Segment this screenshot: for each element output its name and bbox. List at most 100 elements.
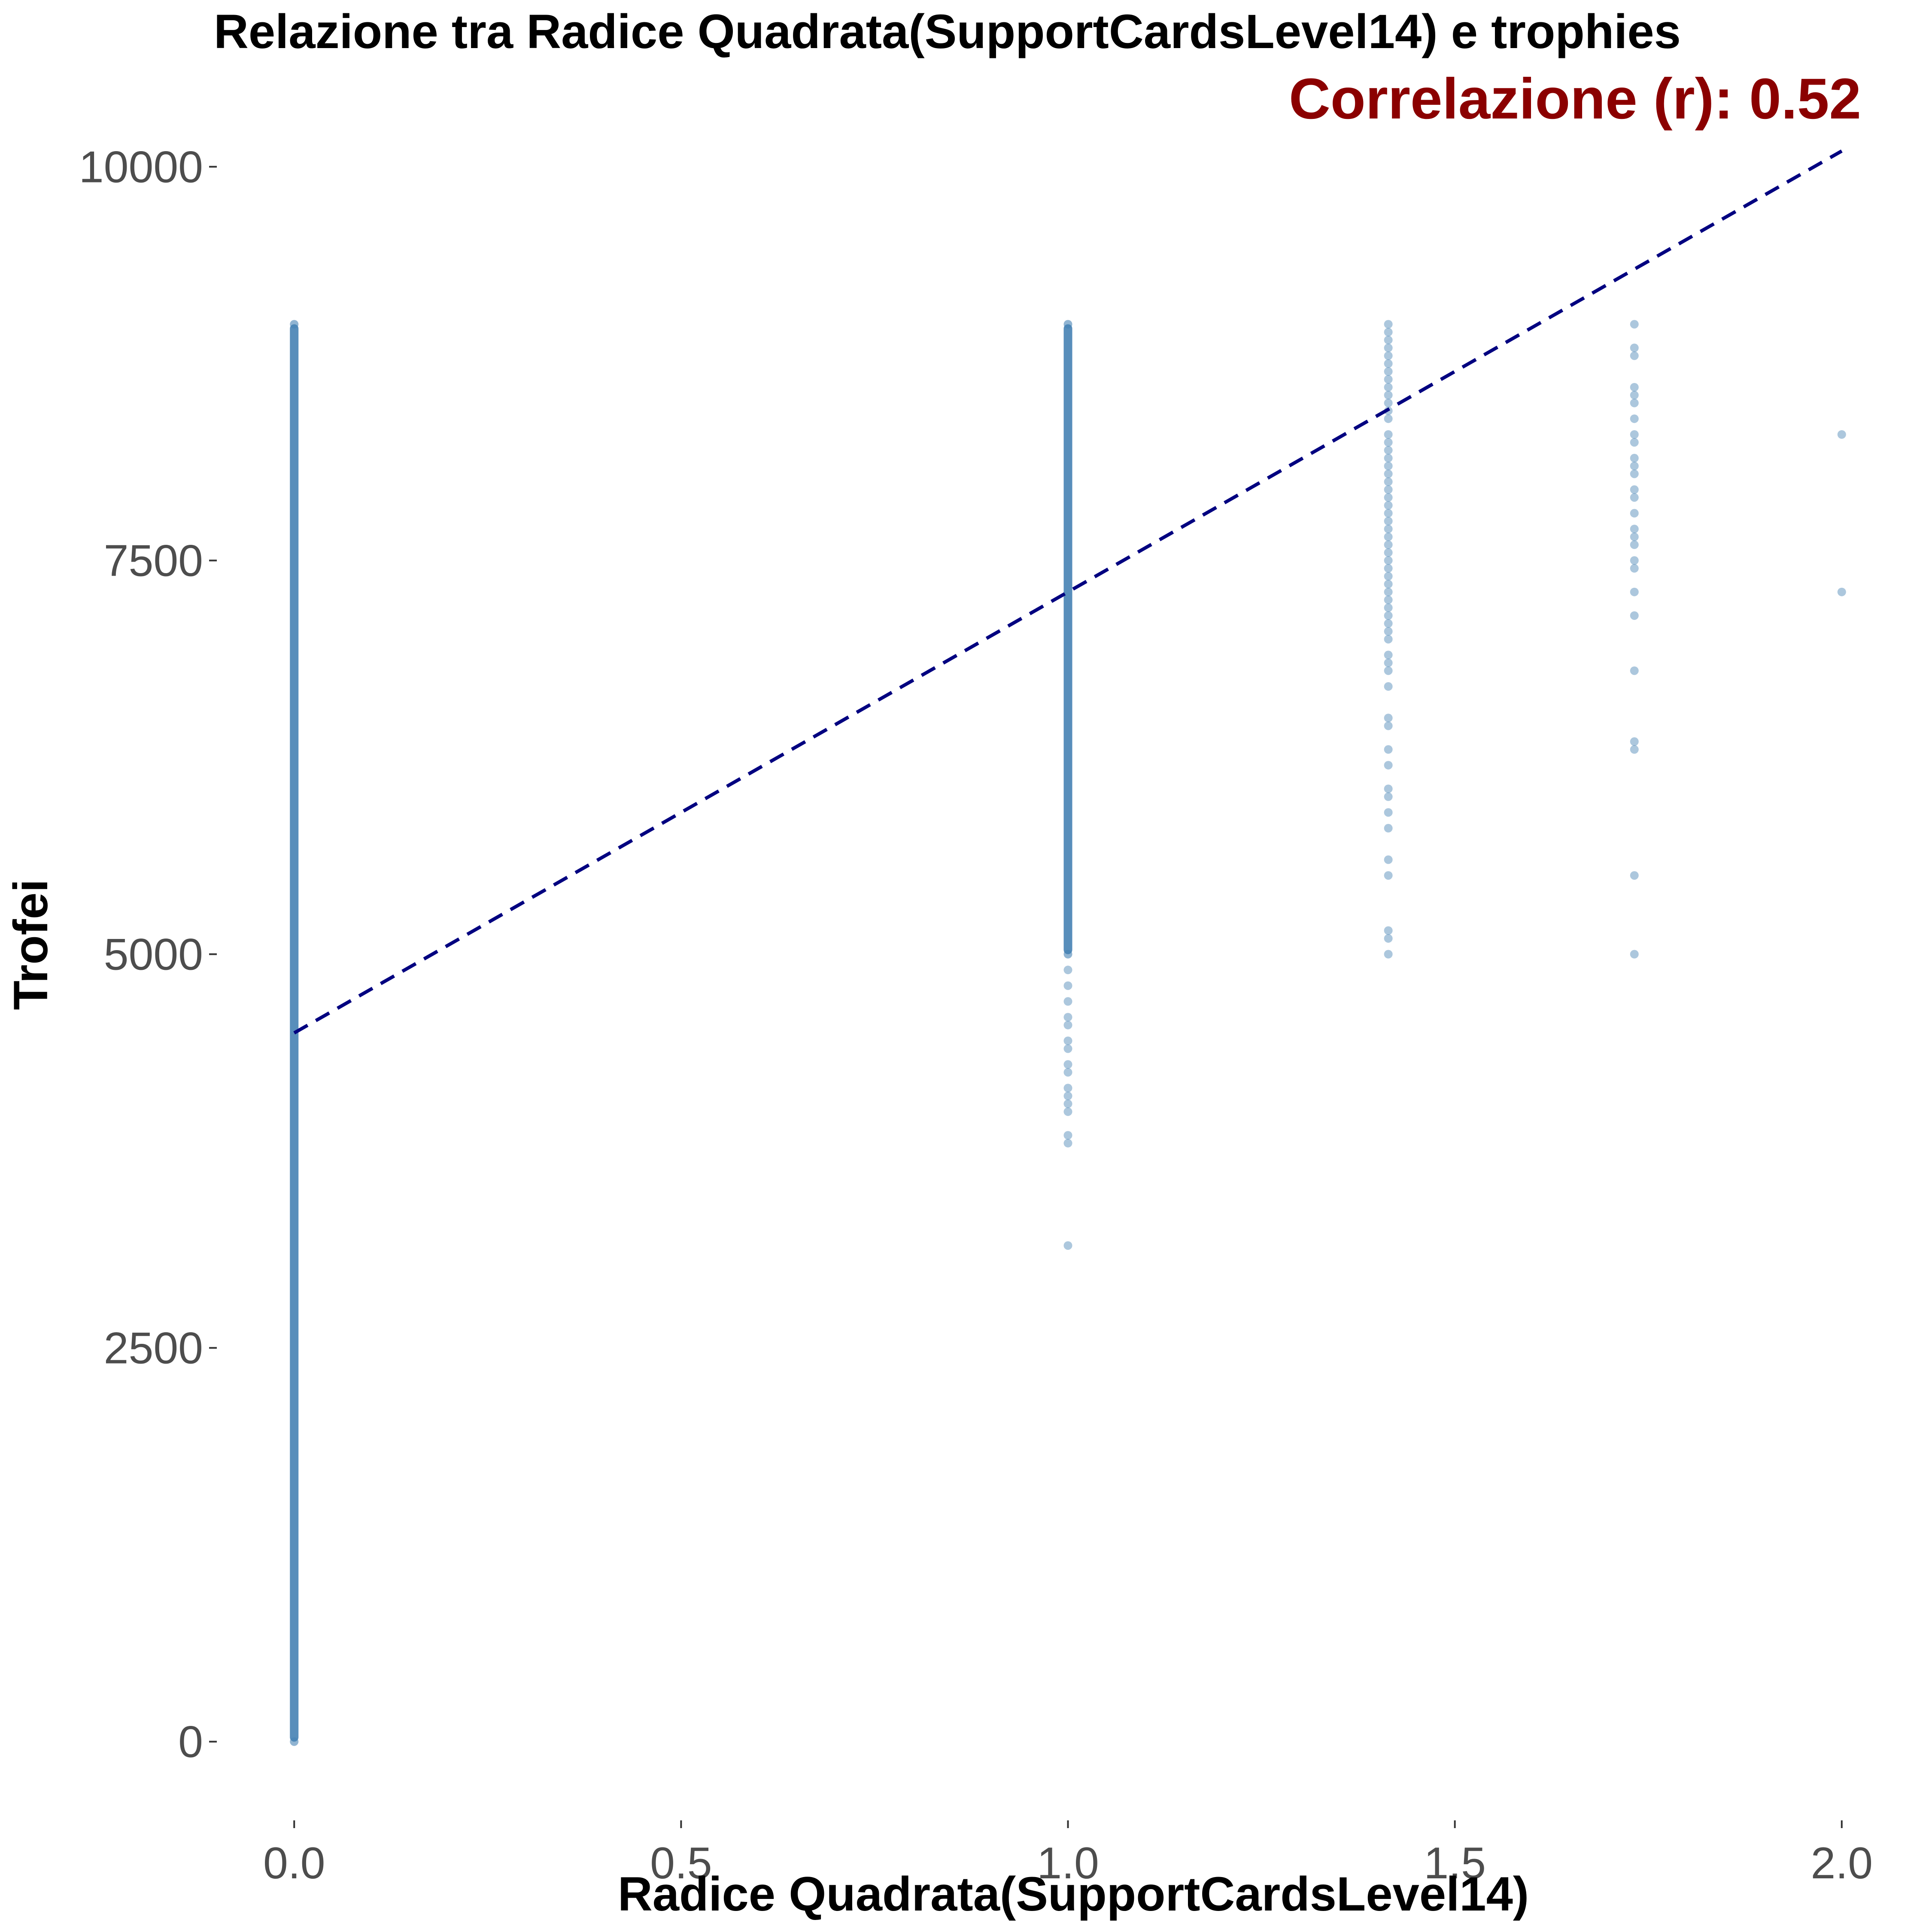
data-point xyxy=(1630,745,1639,754)
data-point xyxy=(1063,997,1072,1006)
data-point xyxy=(1384,343,1393,352)
data-point xyxy=(1630,351,1639,360)
x-tick-label: 1.5 xyxy=(1424,1838,1486,1888)
data-point xyxy=(1384,792,1393,801)
data-point xyxy=(1384,855,1393,864)
data-point xyxy=(1384,525,1393,534)
data-point xyxy=(1630,666,1639,675)
data-point xyxy=(1384,477,1393,486)
data-point xyxy=(1384,556,1393,565)
data-point xyxy=(1384,509,1393,518)
x-tick-label: 0.5 xyxy=(650,1838,712,1888)
y-tick-label: 7500 xyxy=(104,536,203,586)
data-point xyxy=(1630,391,1639,400)
y-tick-label: 10000 xyxy=(79,142,203,192)
data-point xyxy=(1630,525,1639,534)
data-point xyxy=(1063,320,1072,329)
data-point xyxy=(1063,1131,1072,1140)
data-point xyxy=(1630,493,1639,502)
data-point xyxy=(290,320,299,329)
data-point xyxy=(1384,454,1393,463)
data-point xyxy=(1384,438,1393,447)
data-point xyxy=(1630,737,1639,746)
data-point xyxy=(1063,1107,1072,1116)
data-point xyxy=(1384,603,1393,612)
data-point xyxy=(1384,611,1393,620)
data-point xyxy=(1384,595,1393,605)
data-point xyxy=(1384,375,1393,384)
data-point xyxy=(1630,564,1639,573)
y-axis-title: Trofei xyxy=(4,879,58,1010)
y-tick-label: 2500 xyxy=(104,1324,203,1373)
data-point xyxy=(1630,485,1639,494)
data-point xyxy=(1384,430,1393,439)
data-point xyxy=(1063,1021,1072,1030)
data-point xyxy=(1384,548,1393,557)
data-point xyxy=(1384,635,1393,644)
data-point xyxy=(1384,871,1393,880)
data-point xyxy=(1630,320,1639,329)
data-point xyxy=(1384,414,1393,423)
data-point xyxy=(1384,383,1393,392)
x-axis: 0.0 0.5 1.0 1.5 2.0 xyxy=(263,1820,1873,1888)
data-point xyxy=(1384,516,1393,526)
data-point xyxy=(1384,501,1393,510)
data-point xyxy=(1384,761,1393,770)
data-point xyxy=(1063,1044,1072,1053)
data-point xyxy=(1837,430,1846,439)
data-point xyxy=(1630,871,1639,880)
data-point xyxy=(1063,1241,1072,1250)
data-point xyxy=(1063,1091,1072,1100)
data-point xyxy=(1837,587,1846,596)
y-axis: 0 2500 5000 7500 10000 xyxy=(79,142,217,1767)
x-tick-label: 1.0 xyxy=(1037,1838,1099,1888)
data-point xyxy=(1384,934,1393,943)
data-point xyxy=(1630,462,1639,471)
x-axis-title: Radice Quadrata(SupportCardsLevel14) xyxy=(618,1867,1529,1921)
data-point xyxy=(1384,572,1393,581)
data-point xyxy=(1384,714,1393,723)
data-point xyxy=(1063,1084,1072,1093)
data-point xyxy=(1630,398,1639,407)
data-point xyxy=(1384,367,1393,376)
data-point xyxy=(1384,462,1393,471)
data-point xyxy=(1384,328,1393,337)
data-point xyxy=(1384,808,1393,817)
data-point xyxy=(1630,950,1639,959)
data-point xyxy=(1384,627,1393,636)
data-point xyxy=(1630,540,1639,549)
data-point xyxy=(290,1737,299,1746)
point-cluster xyxy=(1063,324,1072,954)
chart-title: Relazione tra Radice Quadrata(SupportCar… xyxy=(214,5,1681,58)
data-point xyxy=(1384,469,1393,478)
data-point xyxy=(1384,580,1393,589)
data-point xyxy=(1630,532,1639,541)
data-point xyxy=(1384,745,1393,754)
x-tick-label: 2.0 xyxy=(1810,1838,1873,1888)
data-point xyxy=(1384,926,1393,935)
data-point xyxy=(1630,469,1639,478)
data-point xyxy=(1630,611,1639,620)
points-layer xyxy=(290,320,1846,1746)
data-point xyxy=(1384,619,1393,628)
data-point xyxy=(1063,1013,1072,1022)
data-point xyxy=(1630,430,1639,439)
data-point xyxy=(1384,391,1393,400)
data-point xyxy=(1384,485,1393,494)
data-point xyxy=(1384,532,1393,541)
data-point xyxy=(1384,540,1393,549)
data-point xyxy=(1630,556,1639,565)
data-point xyxy=(1063,1060,1072,1069)
data-point xyxy=(1384,650,1393,659)
trend-line-layer xyxy=(293,149,1843,1035)
data-point xyxy=(1384,658,1393,667)
y-tick-label: 0 xyxy=(178,1717,203,1767)
data-point xyxy=(1384,666,1393,675)
data-point xyxy=(1630,343,1639,352)
trend-line xyxy=(293,149,1843,1035)
data-point xyxy=(1384,950,1393,959)
data-point xyxy=(1384,351,1393,360)
y-tick-label: 5000 xyxy=(104,930,203,980)
data-point xyxy=(1630,438,1639,447)
